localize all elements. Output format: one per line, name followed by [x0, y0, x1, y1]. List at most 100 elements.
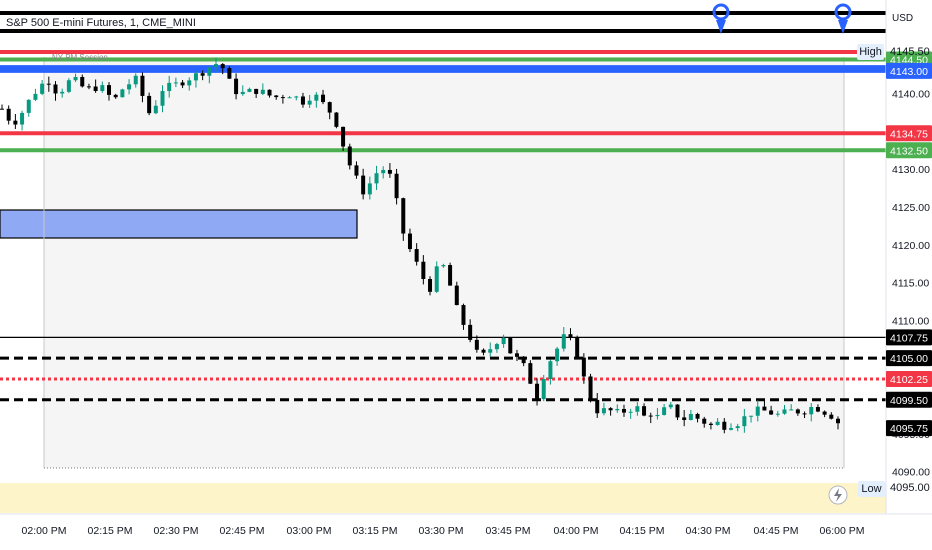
time-label: 02:00 PM	[22, 525, 67, 537]
price-tick: 4110.00	[892, 315, 929, 327]
candle-body	[795, 409, 800, 414]
candle-body	[675, 404, 680, 418]
candle-body	[240, 91, 245, 95]
time-label: 04:00 PM	[554, 525, 599, 537]
price-tag-last-price	[886, 420, 932, 437]
candle-body	[214, 64, 219, 68]
candle-body	[789, 409, 794, 411]
candle-body	[595, 399, 600, 414]
candle-body	[448, 265, 453, 286]
candle-body	[40, 83, 45, 94]
price-tag-black-dashed-upper	[886, 350, 932, 367]
candle-body	[60, 91, 65, 94]
candle-body	[454, 285, 459, 306]
time-axis[interactable]	[0, 515, 932, 550]
candle-body	[267, 89, 272, 96]
candle-body	[682, 417, 687, 421]
candle-body	[815, 407, 820, 412]
price-tag-text-black-dashed-upper: 4105.00	[890, 353, 928, 365]
candle-body	[695, 413, 700, 419]
candle-body	[53, 84, 58, 94]
price-tag-red-middle	[886, 125, 932, 142]
candle-body	[508, 337, 513, 354]
candle-body	[93, 86, 98, 91]
candle-body	[688, 413, 693, 421]
candle-body	[621, 408, 626, 413]
candle-body	[107, 85, 112, 95]
candle-body	[775, 413, 780, 415]
candle-body	[588, 376, 593, 400]
time-label: 02:30 PM	[154, 525, 199, 537]
candle-body	[354, 165, 359, 176]
price-tag-text-red-middle: 4134.75	[890, 128, 928, 140]
candle-body	[13, 120, 18, 125]
candle-body	[535, 383, 540, 400]
lightning-icon[interactable]	[828, 485, 848, 505]
candle-body	[227, 68, 232, 79]
supply-zone	[0, 209, 358, 239]
candle-body	[561, 334, 566, 349]
candle-body	[461, 305, 466, 325]
price-tag-text-black-dashed-lower: 4099.50	[890, 395, 928, 407]
candle-body	[555, 348, 560, 362]
time-label: 06:00 PM	[820, 525, 865, 537]
candle-body	[327, 102, 332, 113]
marker-right-icon[interactable]	[834, 3, 852, 34]
candle-body	[528, 363, 533, 384]
candle-body	[548, 361, 553, 380]
candle-body	[575, 337, 580, 358]
candle-body	[474, 339, 479, 350]
candle-body	[488, 349, 493, 353]
candle-body	[387, 169, 392, 174]
candle-body	[401, 198, 406, 234]
candle-body	[601, 408, 606, 414]
price-tag-green-middle	[886, 142, 932, 159]
price-tick: 4140.00	[892, 89, 930, 101]
session-background	[44, 57, 844, 468]
chart-title[interactable]: S&P 500 E-mini Futures, 1, CME_MINI	[6, 17, 196, 29]
candle-body	[307, 100, 312, 105]
candle-body	[254, 88, 259, 94]
top-bar-upper	[0, 11, 886, 15]
candle-body	[769, 410, 774, 415]
time-label: 03:45 PM	[486, 525, 531, 537]
time-label: 03:15 PM	[353, 525, 398, 537]
candle-body	[26, 99, 31, 113]
candle-body	[180, 82, 185, 86]
candle-body	[46, 83, 51, 85]
candle-body	[113, 94, 118, 98]
low-price-tag: 4095.00	[890, 482, 930, 494]
candle-body	[280, 97, 285, 99]
candle-body	[414, 249, 419, 262]
top-price-tag: 4145.50	[890, 46, 930, 58]
time-label: 02:45 PM	[220, 525, 265, 537]
price-tag-text-blue-lower: 4143.00	[890, 66, 928, 78]
candle-body	[247, 88, 252, 92]
price-tag-text-green-middle: 4132.50	[890, 145, 928, 157]
low-band	[0, 483, 886, 513]
candle-body	[521, 356, 526, 364]
marker-left-icon[interactable]	[712, 3, 730, 34]
price-tick: 4130.00	[892, 164, 930, 176]
price-tick: 4125.00	[892, 202, 930, 214]
candle-body	[428, 278, 433, 292]
candle-body	[260, 89, 265, 94]
price-tick: 4120.00	[892, 240, 930, 252]
time-label: 03:30 PM	[419, 525, 464, 537]
candle-body	[494, 344, 499, 350]
time-label: 04:15 PM	[620, 525, 665, 537]
candle-body	[722, 421, 727, 430]
candle-body	[314, 94, 319, 101]
candle-body	[762, 406, 767, 411]
candle-body	[120, 89, 125, 98]
candle-body	[728, 428, 733, 430]
candle-body	[381, 169, 386, 174]
high-label: High	[857, 44, 884, 60]
session-label: NY PM Session	[52, 53, 108, 62]
candle-body	[568, 334, 573, 338]
candle-body	[434, 266, 439, 292]
candle-body	[361, 175, 366, 195]
candle-body	[715, 421, 720, 425]
time-label: 04:30 PM	[686, 525, 731, 537]
